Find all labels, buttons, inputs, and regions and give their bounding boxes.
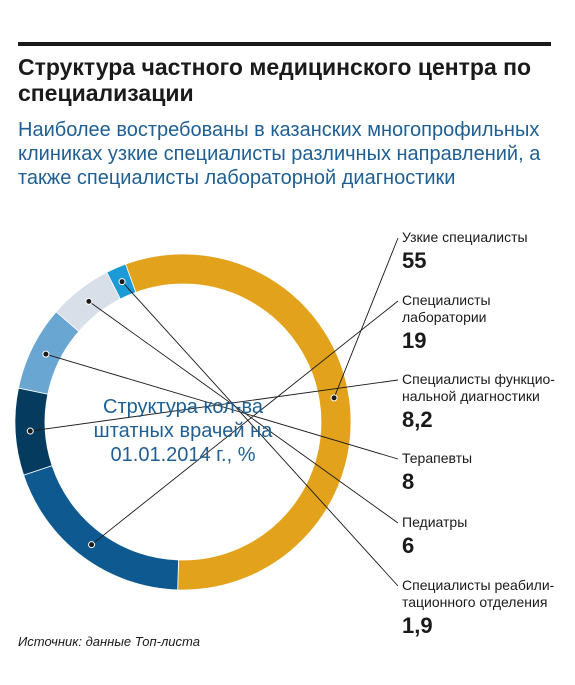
donut-center-label: Структура кол-ва штатных врачей на 01.01… bbox=[93, 396, 273, 466]
legend-value: 8,2 bbox=[402, 407, 433, 432]
legend-item-lab-specialists: Специалисты лаборатории 19 bbox=[402, 292, 512, 354]
legend-value: 55 bbox=[402, 248, 427, 273]
legend-item-pediatricians: Педиатры 6 bbox=[402, 514, 572, 559]
leader-line-narrow-specialists bbox=[333, 237, 399, 399]
leader-line-lab-specialists bbox=[91, 300, 399, 546]
legend-label: Специалисты реабили-тационного отделения bbox=[402, 577, 555, 610]
legend-value: 8 bbox=[402, 469, 415, 494]
chart-subtitle: Наиболее востребованы в казанских многоп… bbox=[18, 119, 541, 189]
legend-item-rehabilitation: Специалисты реабили-тационного отделения… bbox=[402, 577, 564, 639]
legend-label: Узкие специалисты bbox=[402, 229, 528, 245]
legend-item-functional-diagnostics: Специалисты функцио-нальной диагностики … bbox=[402, 371, 564, 433]
source-note: Источник: данные Топ-листа bbox=[18, 634, 200, 649]
leader-dot-pediatricians bbox=[85, 297, 93, 305]
top-rule bbox=[18, 42, 551, 46]
chart-title: Структура частного медицинского центра п… bbox=[18, 54, 532, 106]
leader-line-rehabilitation bbox=[121, 281, 399, 587]
legend-item-therapists: Терапевты 8 bbox=[402, 450, 572, 495]
leader-line-functional-diagnostics bbox=[30, 379, 399, 432]
slice-narrow-specialists bbox=[125, 253, 352, 591]
legend-value: 1,9 bbox=[402, 613, 433, 638]
leader-dot-therapists bbox=[42, 350, 50, 358]
legend-item-narrow-specialists: Узкие специалисты 55 bbox=[402, 229, 572, 274]
leader-dot-narrow-specialists bbox=[330, 394, 338, 402]
legend-label: Терапевты bbox=[402, 450, 473, 466]
leader-line-therapists bbox=[45, 353, 399, 460]
leader-line-pediatricians bbox=[88, 301, 399, 524]
legend-value: 6 bbox=[402, 533, 415, 558]
leader-dot-functional-diagnostics bbox=[26, 427, 34, 435]
leader-dot-lab-specialists bbox=[88, 541, 96, 549]
leader-dot-rehabilitation bbox=[118, 278, 126, 286]
legend-label: Специалисты функцио-нальной диагностики bbox=[402, 371, 555, 404]
legend-label: Педиатры bbox=[402, 514, 468, 530]
legend-label: Специалисты лаборатории bbox=[402, 292, 491, 325]
legend-value: 19 bbox=[402, 328, 427, 353]
slice-lab-specialists bbox=[23, 465, 179, 591]
